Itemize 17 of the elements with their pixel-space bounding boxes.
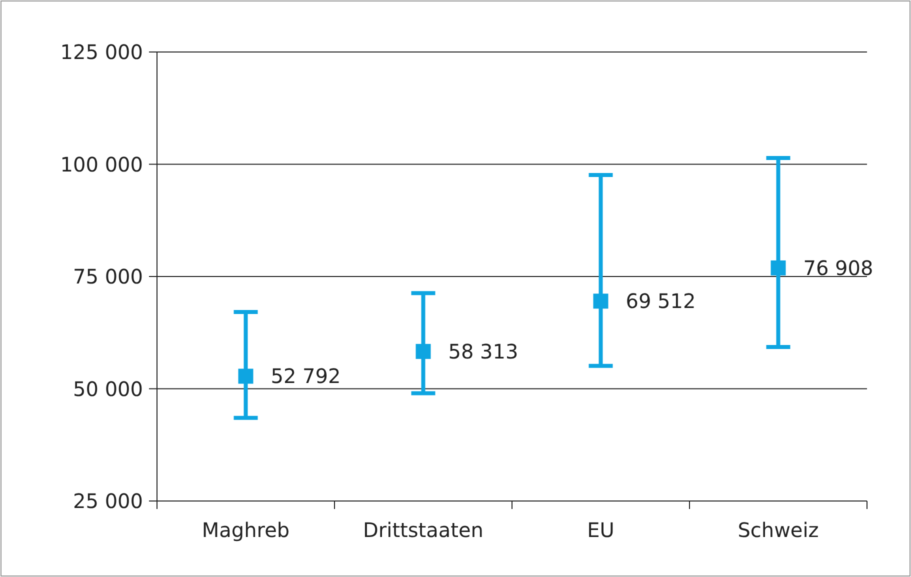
y-tick-label: 125 000 [60, 40, 143, 64]
data-label: 76 908 [803, 256, 874, 280]
point [770, 260, 786, 276]
data-label: 69 512 [626, 289, 696, 314]
point [238, 368, 254, 384]
y-tick-label: 75 000 [73, 264, 143, 288]
y-tick-label: 50 000 [73, 376, 143, 401]
x-tick-label: Maghreb [202, 518, 290, 542]
point [416, 344, 431, 359]
data-label: 58 313 [448, 339, 518, 364]
y-tick-label: 100 000 [60, 152, 143, 176]
y-tick-label: 25 000 [73, 489, 143, 513]
x-tick-label: Schweiz [738, 518, 819, 542]
point [593, 294, 608, 309]
x-tick-label: EU [587, 518, 614, 542]
data-label: 52 792 [270, 364, 341, 388]
x-tick-label: Drittstaaten [363, 518, 484, 542]
